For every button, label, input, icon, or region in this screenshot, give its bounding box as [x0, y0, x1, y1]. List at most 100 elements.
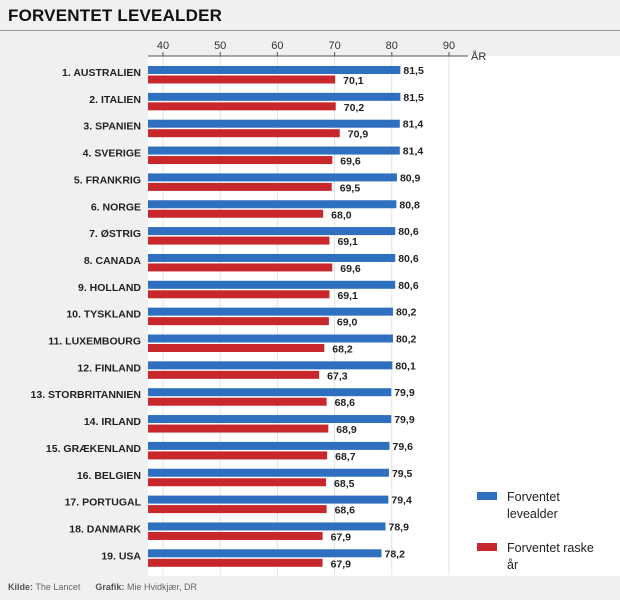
bar-levealder: [148, 495, 389, 504]
value-label-levealder: 80,6: [398, 226, 419, 238]
bar-raske-aar: [148, 236, 330, 245]
bar-raske-aar: [148, 156, 333, 165]
bar-levealder: [148, 173, 397, 182]
bar-levealder: [148, 549, 382, 558]
value-label-levealder: 80,1: [395, 360, 416, 372]
value-label-levealder: 80,8: [399, 199, 420, 211]
category-label: 15. GRÆKENLAND: [46, 443, 142, 455]
value-label-levealder: 80,2: [396, 307, 417, 319]
plot-area: [148, 56, 620, 576]
legend-label: levealder: [507, 507, 558, 521]
bar-levealder: [148, 66, 401, 74]
source-value: The Lancet: [35, 582, 81, 592]
category-label: 14. IRLAND: [84, 416, 142, 428]
bar-raske-aar: [148, 397, 327, 406]
bar-levealder: [148, 307, 393, 316]
value-label-levealder: 80,6: [398, 253, 419, 265]
x-tick-label: 40: [157, 40, 169, 52]
category-label: 13. STORBRITANNIEN: [31, 389, 141, 401]
value-label-raske-aar: 68,6: [335, 505, 356, 517]
bar-raske-aar: [148, 263, 333, 272]
value-label-levealder: 80,9: [400, 172, 421, 184]
bar-levealder: [148, 415, 392, 424]
value-label-levealder: 78,2: [385, 548, 406, 560]
value-label-raske-aar: 67,3: [327, 370, 348, 382]
category-group: 4. SVERIGE 81,4 69,6: [83, 146, 424, 168]
value-label-raske-aar: 69,1: [337, 236, 358, 248]
bar-raske-aar: [148, 209, 324, 218]
x-axis-unit: ÅR: [471, 50, 486, 63]
category-label: 2. ITALIEN: [89, 94, 141, 106]
bar-levealder: [148, 200, 397, 209]
bar-raske-aar: [148, 531, 323, 540]
bar-levealder: [148, 119, 400, 128]
legend-label: Forventet: [507, 490, 560, 504]
bar-raske-aar: [148, 505, 327, 514]
x-tick-label: 90: [443, 40, 455, 52]
bar-levealder: [148, 388, 392, 397]
category-label: 11. LUXEMBOURG: [48, 336, 141, 348]
graphic-value: Mie Hvidkjær, DR: [126, 582, 197, 592]
value-label-raske-aar: 69,5: [340, 182, 361, 194]
value-label-raske-aar: 69,0: [337, 317, 358, 329]
value-label-levealder: 79,6: [393, 441, 414, 453]
value-label-levealder: 79,5: [392, 468, 413, 480]
bar-levealder: [148, 522, 386, 531]
value-label-raske-aar: 68,0: [331, 209, 352, 221]
value-label-levealder: 81,5: [403, 65, 424, 77]
legend-swatch: [477, 492, 497, 500]
category-group: 15. GRÆKENLAND 79,6 68,7: [46, 441, 413, 463]
value-label-raske-aar: 69,1: [337, 290, 358, 302]
bar-raske-aar: [148, 129, 340, 138]
category-label: 12. FINLAND: [77, 362, 141, 374]
category-group: 5. FRANKRIG 80,9 69,5: [74, 172, 421, 194]
category-label: 16. BELGIEN: [77, 470, 141, 482]
category-label: 5. FRANKRIG: [74, 174, 141, 186]
bar-levealder: [148, 92, 401, 101]
category-label: 19. USA: [101, 550, 141, 562]
category-group: 3. SPANIEN 81,4 70,9: [83, 119, 423, 141]
bar-raske-aar: [148, 182, 332, 191]
category-label: 4. SVERIGE: [83, 148, 141, 160]
chart-title: FORVENTET LEVEALDER: [8, 6, 223, 25]
value-label-raske-aar: 68,6: [335, 397, 356, 409]
value-label-raske-aar: 70,9: [348, 129, 369, 141]
category-label: 8. CANADA: [84, 255, 142, 267]
category-group: 19. USA 78,2 67,9: [101, 548, 405, 570]
category-group: 6. NORGE 80,8 68,0: [91, 199, 420, 221]
footer: Kilde: The Lancet Grafik: Mie Hvidkjær, …: [8, 582, 197, 592]
category-group: 1. AUSTRALIEN 81,5 70,1: [62, 65, 424, 87]
x-tick-label: 50: [214, 40, 226, 52]
bar-raske-aar: [148, 75, 336, 84]
x-tick-label: 60: [271, 40, 283, 52]
value-label-raske-aar: 69,6: [340, 263, 361, 275]
value-label-raske-aar: 68,2: [332, 344, 353, 356]
category-group: 17. PORTUGAL 79,4 68,6: [65, 495, 412, 517]
bar-levealder: [148, 253, 396, 262]
category-group: 7. ØSTRIG 80,6 69,1: [89, 226, 419, 248]
value-label-raske-aar: 70,2: [344, 102, 365, 114]
category-label: 1. AUSTRALIEN: [62, 67, 141, 79]
bar-levealder: [148, 441, 390, 450]
bar-levealder: [148, 334, 393, 343]
legend-item: Forventet raske år: [477, 541, 594, 572]
legend-label: år: [507, 558, 518, 572]
value-label-levealder: 81,4: [403, 146, 424, 158]
x-tick-label: 80: [386, 40, 398, 52]
bar-raske-aar: [148, 290, 330, 299]
value-label-levealder: 81,4: [403, 119, 424, 131]
category-group: 8. CANADA 80,6 69,6: [84, 253, 419, 275]
legend-swatch: [477, 543, 497, 551]
bar-raske-aar: [148, 424, 329, 433]
bar-chart: 40 50 60 70 80 90 ÅR 1. AUSTRALIEN 81,5 70,1 2. IT…: [31, 40, 620, 576]
bar-raske-aar: [148, 344, 325, 352]
value-label-levealder: 80,6: [398, 280, 419, 292]
value-label-levealder: 79,9: [394, 414, 415, 426]
value-label-raske-aar: 70,1: [343, 75, 364, 87]
category-label: 6. NORGE: [91, 201, 141, 213]
category-label: 7. ØSTRIG: [89, 228, 141, 240]
category-group: 10. TYSKLAND 80,2 69,0: [66, 307, 416, 329]
value-label-levealder: 81,5: [403, 92, 424, 104]
value-label-raske-aar: 68,7: [335, 451, 356, 463]
category-label: 17. PORTUGAL: [65, 497, 142, 509]
